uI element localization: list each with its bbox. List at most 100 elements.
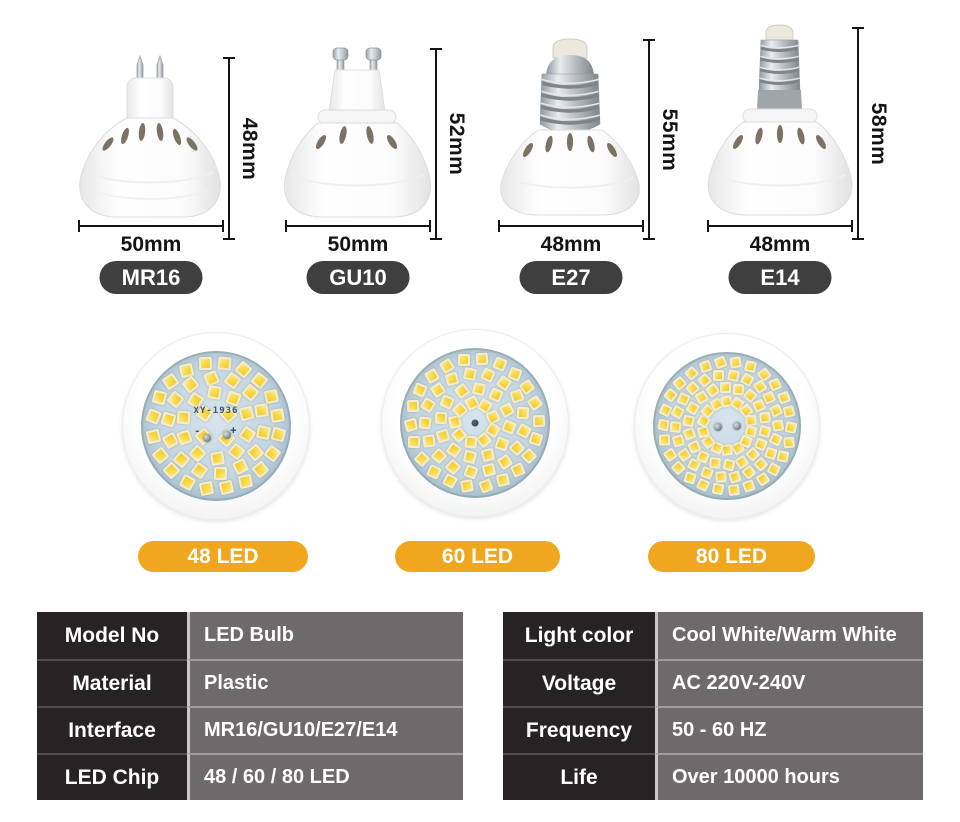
led-array-photo-60 bbox=[381, 329, 569, 517]
led-chip bbox=[198, 480, 215, 496]
spec-label: Model No bbox=[37, 612, 187, 659]
led-chip bbox=[160, 411, 177, 428]
led-chip bbox=[231, 458, 250, 476]
led-chip bbox=[246, 442, 266, 462]
led-chip bbox=[413, 450, 431, 468]
led-chip bbox=[217, 356, 232, 371]
spec-value: Plastic bbox=[187, 659, 463, 706]
height-dimension-label: 52mm bbox=[445, 112, 468, 176]
led-chip bbox=[270, 407, 286, 423]
e27-bulb-image bbox=[500, 38, 640, 216]
led-chip bbox=[756, 366, 772, 382]
spec-label: Light color bbox=[503, 612, 655, 659]
bulb-figure-e27: 55mm 48mm E27 bbox=[490, 20, 685, 300]
led-chip bbox=[418, 416, 432, 430]
led-chip bbox=[495, 472, 511, 488]
led-chip bbox=[188, 444, 208, 463]
led-chip bbox=[728, 470, 743, 484]
led-chip bbox=[477, 477, 494, 494]
pcb-screw bbox=[733, 422, 742, 430]
led-chip bbox=[161, 372, 180, 391]
led-chip bbox=[270, 427, 287, 443]
width-dimension-line bbox=[707, 220, 853, 232]
width-dimension-label: 48mm bbox=[540, 233, 602, 256]
e14-bulb-image bbox=[707, 24, 853, 216]
e14-collar bbox=[742, 108, 818, 124]
base-type-badge-e27: E27 bbox=[519, 261, 623, 294]
led-chip bbox=[683, 365, 699, 381]
led-chip bbox=[426, 464, 443, 481]
led-chip bbox=[669, 421, 682, 433]
led-chip bbox=[659, 435, 671, 447]
led-chip bbox=[662, 447, 678, 463]
led-chip-layer bbox=[653, 352, 802, 501]
pcb-screw bbox=[714, 423, 723, 432]
led-chip bbox=[462, 366, 477, 381]
led-chip bbox=[145, 428, 162, 445]
led-array-photo-80 bbox=[634, 333, 820, 519]
led-chip bbox=[755, 471, 771, 487]
led-chip bbox=[198, 357, 212, 371]
spec-value: Over 10000 hours bbox=[655, 753, 923, 800]
vent-slots bbox=[102, 123, 198, 151]
led-chip bbox=[713, 355, 727, 370]
led-chip bbox=[527, 394, 544, 412]
led-chip bbox=[783, 405, 796, 418]
led-count-label: 60 LED bbox=[441, 544, 514, 568]
led-chip bbox=[176, 410, 191, 425]
spec-value: 50 - 60 HZ bbox=[655, 706, 923, 753]
gu10-pins bbox=[332, 47, 382, 74]
spec-value: 48 / 60 / 80 LED bbox=[187, 753, 463, 800]
led-chip bbox=[762, 390, 777, 405]
led-chip bbox=[475, 353, 489, 366]
spec-label: LED Chip bbox=[37, 753, 187, 800]
led-chip bbox=[768, 403, 784, 418]
led-chip bbox=[682, 414, 695, 428]
height-dimension-line bbox=[852, 27, 864, 240]
height-dimension-label: 55mm bbox=[658, 108, 681, 171]
height-dimension: 52mm bbox=[429, 48, 469, 240]
led-chip bbox=[403, 417, 419, 432]
led-chip bbox=[728, 483, 740, 496]
base-type-label: GU10 bbox=[329, 264, 387, 290]
led-chip bbox=[472, 381, 487, 396]
led-chip bbox=[759, 411, 771, 424]
led-chip bbox=[733, 383, 745, 395]
vent-slots bbox=[315, 126, 398, 149]
led-chip bbox=[528, 431, 545, 447]
spec-label: Frequency bbox=[503, 706, 655, 753]
led-chip bbox=[744, 360, 757, 373]
spec-value: Cool White/Warm White bbox=[655, 612, 923, 659]
vent-slots bbox=[733, 125, 826, 149]
height-dimension-label: 58mm bbox=[867, 102, 890, 165]
led-chip bbox=[704, 382, 720, 398]
spec-label: Material bbox=[37, 659, 187, 706]
spec-label: Life bbox=[503, 753, 655, 800]
led-chip bbox=[517, 406, 530, 420]
width-dimension-line bbox=[285, 220, 431, 232]
e14-threads bbox=[759, 43, 800, 85]
gu10-cup bbox=[283, 122, 432, 218]
led-chip bbox=[463, 449, 478, 465]
spec-label: Interface bbox=[37, 706, 187, 753]
led-chip bbox=[713, 370, 725, 381]
led-chip bbox=[202, 369, 220, 387]
led-chip bbox=[453, 382, 470, 400]
led-chip bbox=[671, 435, 685, 449]
led-chip bbox=[210, 451, 226, 467]
pcb-model-text: XY-1936 bbox=[193, 405, 239, 416]
base-type-label: E27 bbox=[551, 264, 591, 290]
width-dimension bbox=[707, 220, 853, 232]
led-chip bbox=[434, 411, 447, 425]
led-chip bbox=[412, 381, 429, 398]
led-chip bbox=[251, 460, 271, 479]
led-chip bbox=[218, 480, 235, 496]
led-chip bbox=[444, 371, 460, 387]
led-chip bbox=[255, 424, 272, 440]
led-chip bbox=[435, 428, 451, 444]
pcb-solder-point bbox=[202, 434, 211, 443]
e27-cup bbox=[500, 129, 640, 216]
led-chip bbox=[166, 390, 185, 409]
led-chip bbox=[494, 436, 510, 452]
led-chip bbox=[742, 479, 756, 494]
